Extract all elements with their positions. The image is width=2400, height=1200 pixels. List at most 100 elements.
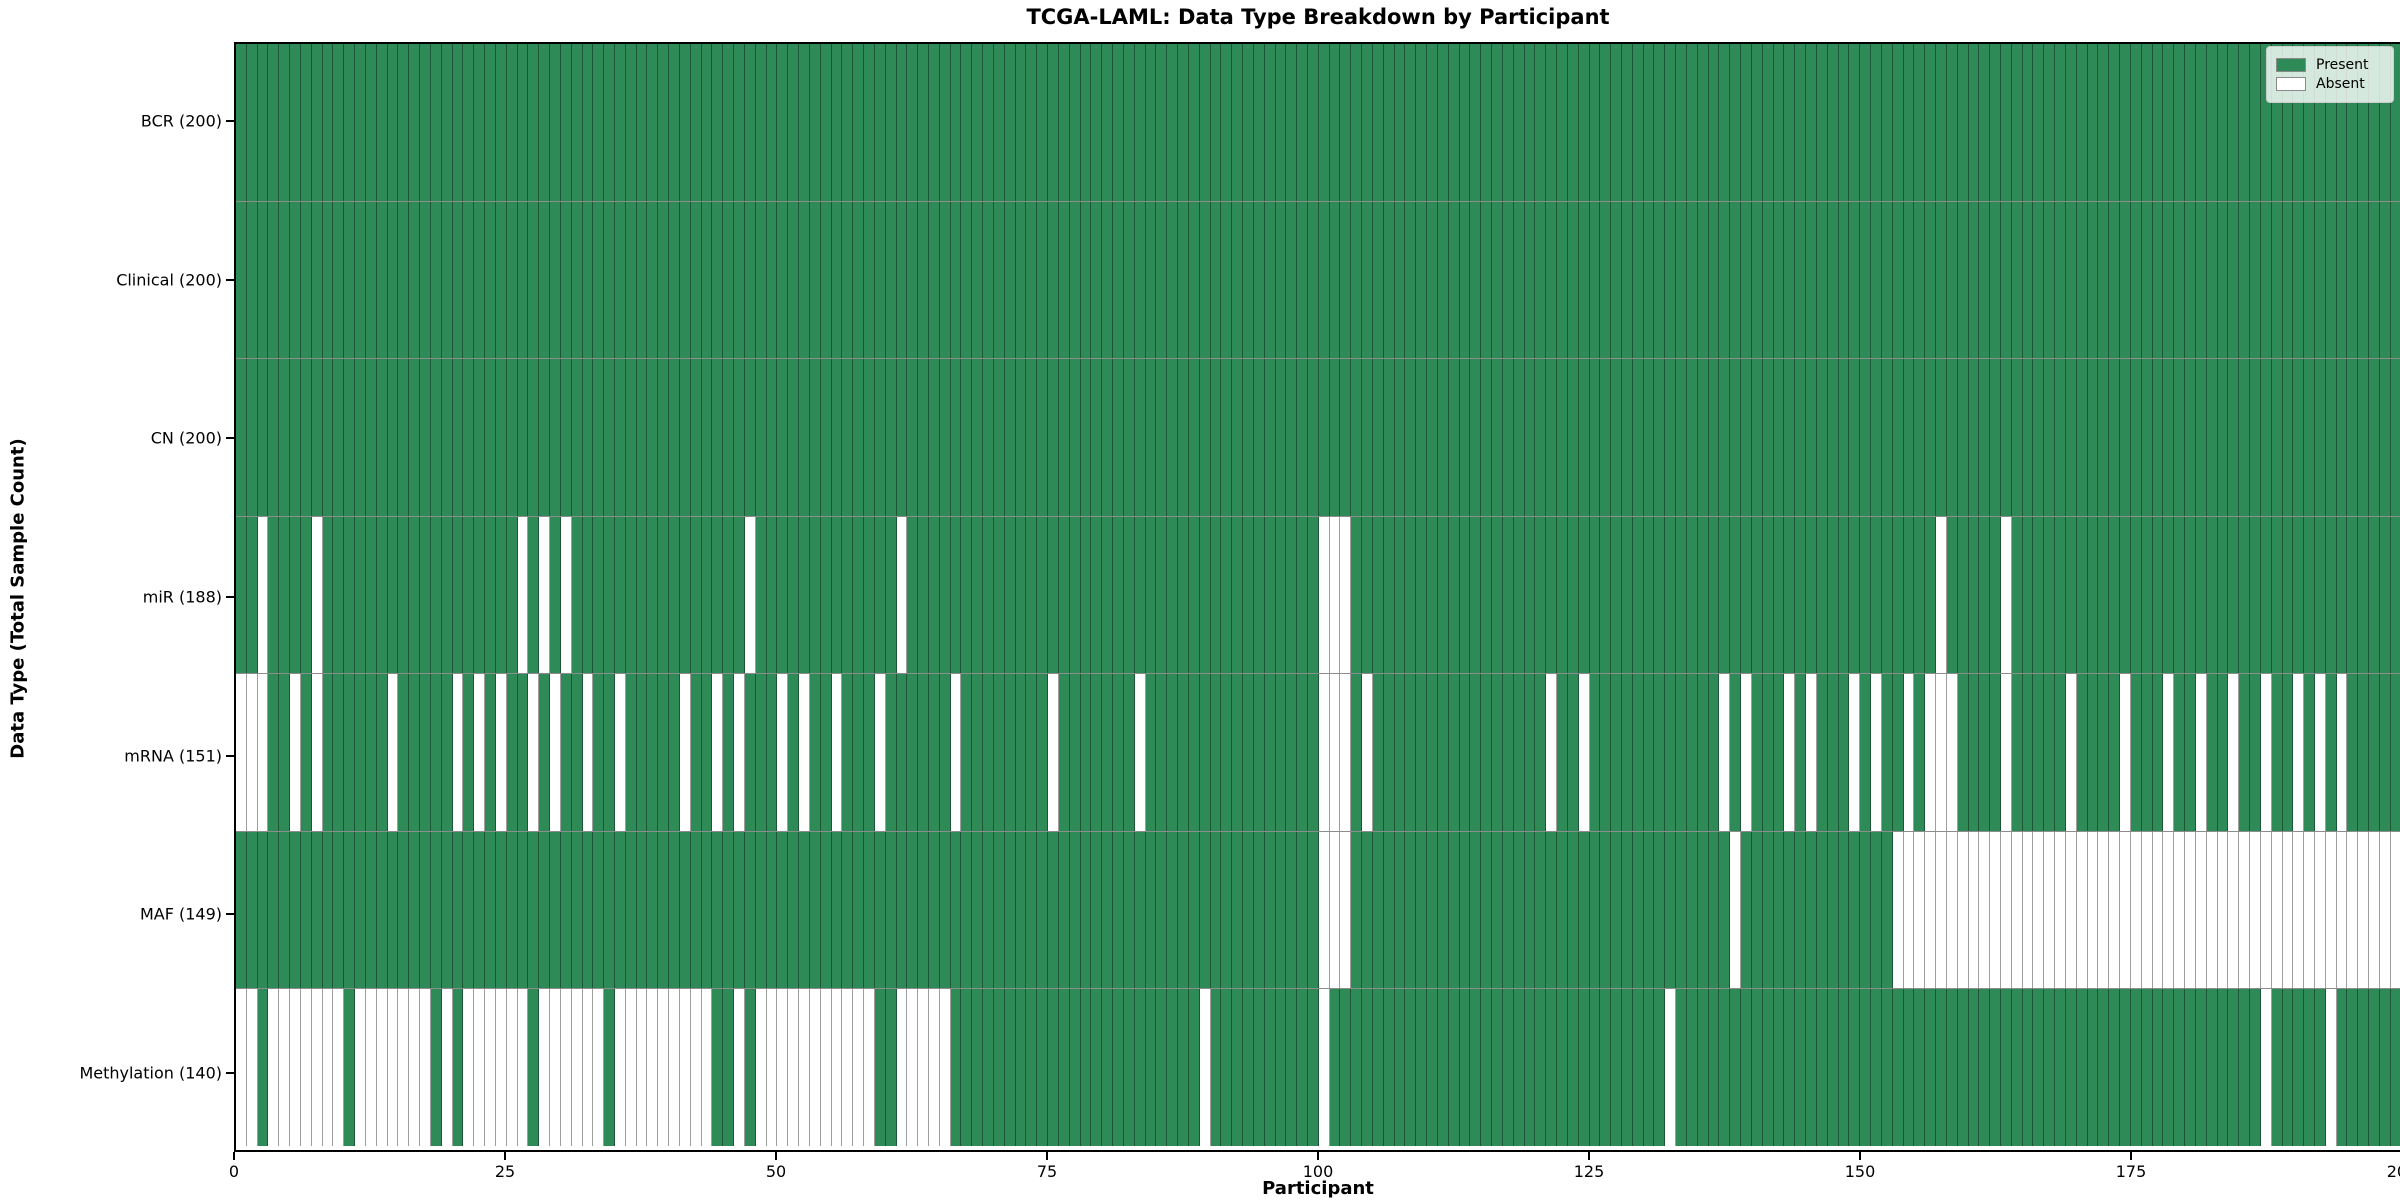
cell xyxy=(1145,831,1157,989)
cell xyxy=(1145,516,1157,674)
cell xyxy=(1297,989,1308,1146)
cell xyxy=(1232,516,1244,674)
cell xyxy=(2065,44,2077,201)
cell xyxy=(2011,516,2023,674)
cell xyxy=(2260,44,2272,201)
cell xyxy=(788,359,800,516)
cell xyxy=(485,359,496,516)
cell xyxy=(734,516,745,674)
cell xyxy=(1557,831,1568,989)
cell xyxy=(1091,44,1103,201)
cell xyxy=(1145,989,1157,1146)
cell xyxy=(571,44,583,201)
cell xyxy=(1795,989,1807,1146)
cell xyxy=(1026,989,1038,1146)
cell xyxy=(2217,674,2229,831)
cell xyxy=(809,674,821,831)
cell xyxy=(1860,831,1872,989)
cell xyxy=(1524,831,1536,989)
cell xyxy=(1990,989,2001,1146)
cell xyxy=(398,201,410,359)
cell xyxy=(1113,359,1124,516)
cell xyxy=(1297,516,1308,674)
x-axis-label: Participant xyxy=(1262,1178,1374,1199)
cell xyxy=(1654,516,1666,674)
cell xyxy=(1773,989,1785,1146)
cell xyxy=(2152,359,2164,516)
cell xyxy=(355,674,366,831)
cell xyxy=(723,989,735,1146)
cell xyxy=(799,201,810,359)
cell xyxy=(1437,44,1449,201)
cell xyxy=(1275,359,1287,516)
cell xyxy=(614,831,626,989)
cell xyxy=(2358,831,2370,989)
cell xyxy=(571,674,583,831)
cell xyxy=(1762,674,1774,831)
cell xyxy=(1838,359,1850,516)
cell xyxy=(430,516,442,674)
cell xyxy=(2293,44,2305,201)
cell xyxy=(2174,831,2186,989)
cell xyxy=(1632,516,1644,674)
cell xyxy=(1513,674,1525,831)
cell xyxy=(1946,516,1958,674)
cell xyxy=(571,989,583,1146)
cell xyxy=(1351,359,1363,516)
cell xyxy=(1481,359,1493,516)
cell xyxy=(1643,359,1655,516)
cell xyxy=(1524,201,1536,359)
cell xyxy=(993,989,1005,1146)
cell xyxy=(344,359,356,516)
cell xyxy=(452,674,464,831)
cell xyxy=(1979,989,1991,1146)
cell xyxy=(658,44,670,201)
cell xyxy=(1806,516,1817,674)
cell xyxy=(2022,674,2034,831)
cell xyxy=(1611,989,1622,1146)
cell xyxy=(1567,201,1579,359)
cell xyxy=(1860,674,1872,831)
cell xyxy=(2369,674,2380,831)
cell xyxy=(2271,516,2283,674)
cell xyxy=(2347,44,2359,201)
cell xyxy=(896,831,908,989)
heatmap-row-CN xyxy=(236,359,2400,517)
cell xyxy=(495,831,507,989)
cell xyxy=(2260,674,2272,831)
cell xyxy=(1156,831,1168,989)
cell xyxy=(679,201,691,359)
cell xyxy=(1167,201,1179,359)
heatmap-row-BCR xyxy=(236,44,2400,202)
cell xyxy=(1816,44,1828,201)
cell xyxy=(1762,201,1774,359)
cell xyxy=(2336,831,2348,989)
cell xyxy=(604,989,615,1146)
cell xyxy=(1925,201,1937,359)
cell xyxy=(2271,44,2283,201)
cell xyxy=(2260,359,2272,516)
cell xyxy=(398,44,410,201)
cell xyxy=(929,989,940,1146)
cell xyxy=(2315,989,2326,1146)
cell xyxy=(799,516,810,674)
cell xyxy=(1578,674,1590,831)
xtick-mark xyxy=(504,1152,506,1160)
cell xyxy=(430,44,442,201)
cell xyxy=(809,44,821,201)
cell xyxy=(2033,44,2045,201)
cell xyxy=(1600,201,1612,359)
cell xyxy=(1871,44,1882,201)
cell xyxy=(236,516,247,674)
heatmap-axes xyxy=(234,42,2400,1152)
cell xyxy=(1416,516,1428,674)
cell xyxy=(1372,989,1384,1146)
cell xyxy=(1048,674,1059,831)
cell xyxy=(950,674,962,831)
cell xyxy=(1871,831,1882,989)
cell xyxy=(1221,359,1233,516)
cell xyxy=(2044,201,2056,359)
cell xyxy=(1676,44,1687,201)
cell xyxy=(1697,516,1709,674)
cell xyxy=(2347,674,2359,831)
